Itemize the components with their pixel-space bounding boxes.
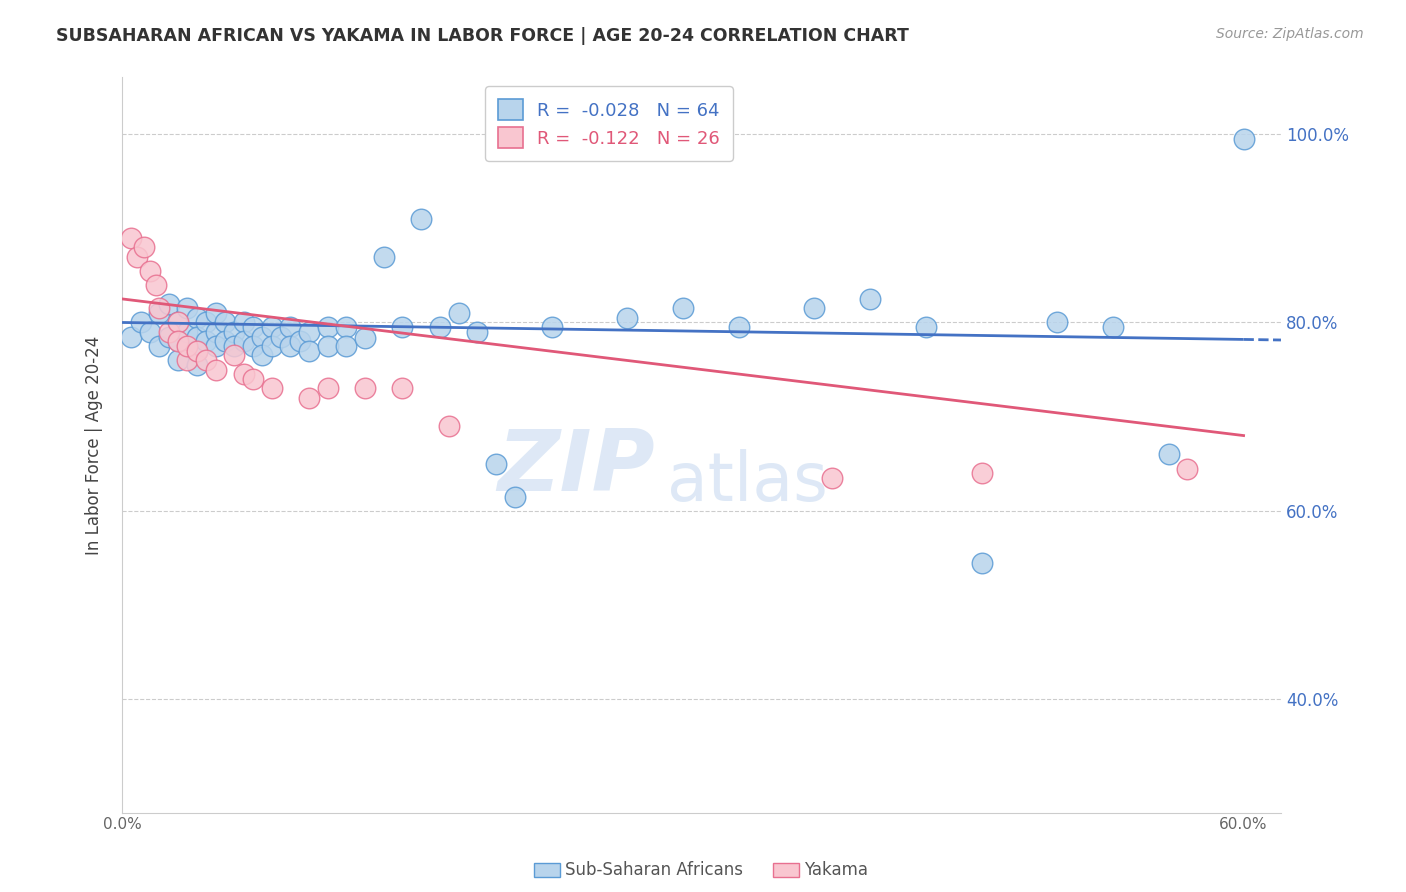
Point	[167, 334, 190, 349]
Point	[120, 230, 142, 244]
Point	[803, 301, 825, 316]
Point	[260, 339, 283, 353]
Point	[125, 250, 148, 264]
Point	[298, 343, 321, 358]
Point	[176, 325, 198, 339]
Point	[195, 334, 218, 349]
Point	[335, 320, 357, 334]
Point	[411, 211, 433, 226]
Text: ZIP: ZIP	[498, 425, 655, 508]
Point	[373, 250, 395, 264]
Point	[139, 263, 162, 277]
Point	[316, 381, 339, 395]
Point	[391, 381, 413, 395]
Point	[503, 490, 526, 504]
Point	[260, 320, 283, 334]
Point	[429, 320, 451, 334]
Point	[139, 325, 162, 339]
Point	[129, 316, 152, 330]
Text: Yakama: Yakama	[804, 861, 869, 879]
Point	[204, 339, 226, 353]
Point	[176, 301, 198, 316]
Point	[278, 339, 301, 353]
Point	[195, 316, 218, 330]
Point	[148, 339, 170, 353]
Point	[167, 316, 190, 330]
Point	[252, 348, 274, 362]
Point	[224, 325, 246, 339]
Point	[176, 339, 198, 353]
Point	[186, 310, 208, 325]
Point	[278, 320, 301, 334]
Text: Sub-Saharan Africans: Sub-Saharan Africans	[565, 861, 744, 879]
Point	[145, 277, 167, 292]
Point	[485, 457, 508, 471]
Point	[316, 339, 339, 353]
Point	[316, 320, 339, 334]
Point	[437, 419, 460, 434]
Point	[298, 325, 321, 339]
Legend: R =  -0.028   N = 64, R =  -0.122   N = 26: R = -0.028 N = 64, R = -0.122 N = 26	[485, 87, 733, 161]
Point	[242, 339, 264, 353]
Point	[148, 306, 170, 320]
Text: SUBSAHARAN AFRICAN VS YAKAMA IN LABOR FORCE | AGE 20-24 CORRELATION CHART: SUBSAHARAN AFRICAN VS YAKAMA IN LABOR FO…	[56, 27, 910, 45]
Point	[167, 334, 190, 349]
Point	[242, 372, 264, 386]
Point	[157, 329, 180, 343]
Point	[541, 320, 564, 334]
Point	[914, 320, 936, 334]
Point	[232, 334, 254, 349]
Point	[970, 467, 993, 481]
Point	[1177, 461, 1199, 475]
Point	[214, 334, 236, 349]
Point	[391, 320, 413, 334]
Point	[465, 325, 488, 339]
Point	[447, 306, 470, 320]
Point	[224, 339, 246, 353]
Point	[186, 343, 208, 358]
Point	[354, 331, 377, 345]
Text: Source: ZipAtlas.com: Source: ZipAtlas.com	[1216, 27, 1364, 41]
Point	[1046, 316, 1069, 330]
Point	[186, 358, 208, 372]
Point	[204, 362, 226, 376]
Point	[672, 301, 695, 316]
Point	[1232, 131, 1254, 145]
Point	[204, 325, 226, 339]
Point	[148, 301, 170, 316]
Point	[298, 391, 321, 405]
Point	[252, 329, 274, 343]
Point	[821, 471, 844, 485]
Point	[859, 292, 882, 306]
Point	[157, 296, 180, 310]
Y-axis label: In Labor Force | Age 20-24: In Labor Force | Age 20-24	[86, 335, 103, 555]
Point	[260, 381, 283, 395]
Point	[1101, 320, 1123, 334]
Point	[167, 353, 190, 368]
Point	[232, 316, 254, 330]
Point	[242, 320, 264, 334]
Point	[186, 329, 208, 343]
Point	[176, 353, 198, 368]
Point	[214, 316, 236, 330]
Point	[232, 368, 254, 382]
Point	[167, 316, 190, 330]
Point	[288, 334, 311, 349]
Point	[224, 348, 246, 362]
Point	[335, 339, 357, 353]
Point	[195, 353, 218, 368]
Point	[120, 329, 142, 343]
Point	[134, 240, 156, 254]
Point	[728, 320, 751, 334]
Point	[616, 310, 638, 325]
Point	[970, 556, 993, 570]
Point	[157, 325, 180, 339]
Point	[354, 381, 377, 395]
Point	[1157, 447, 1180, 461]
Text: atlas: atlas	[666, 449, 828, 515]
Point	[270, 329, 292, 343]
Point	[204, 306, 226, 320]
Point	[186, 343, 208, 358]
